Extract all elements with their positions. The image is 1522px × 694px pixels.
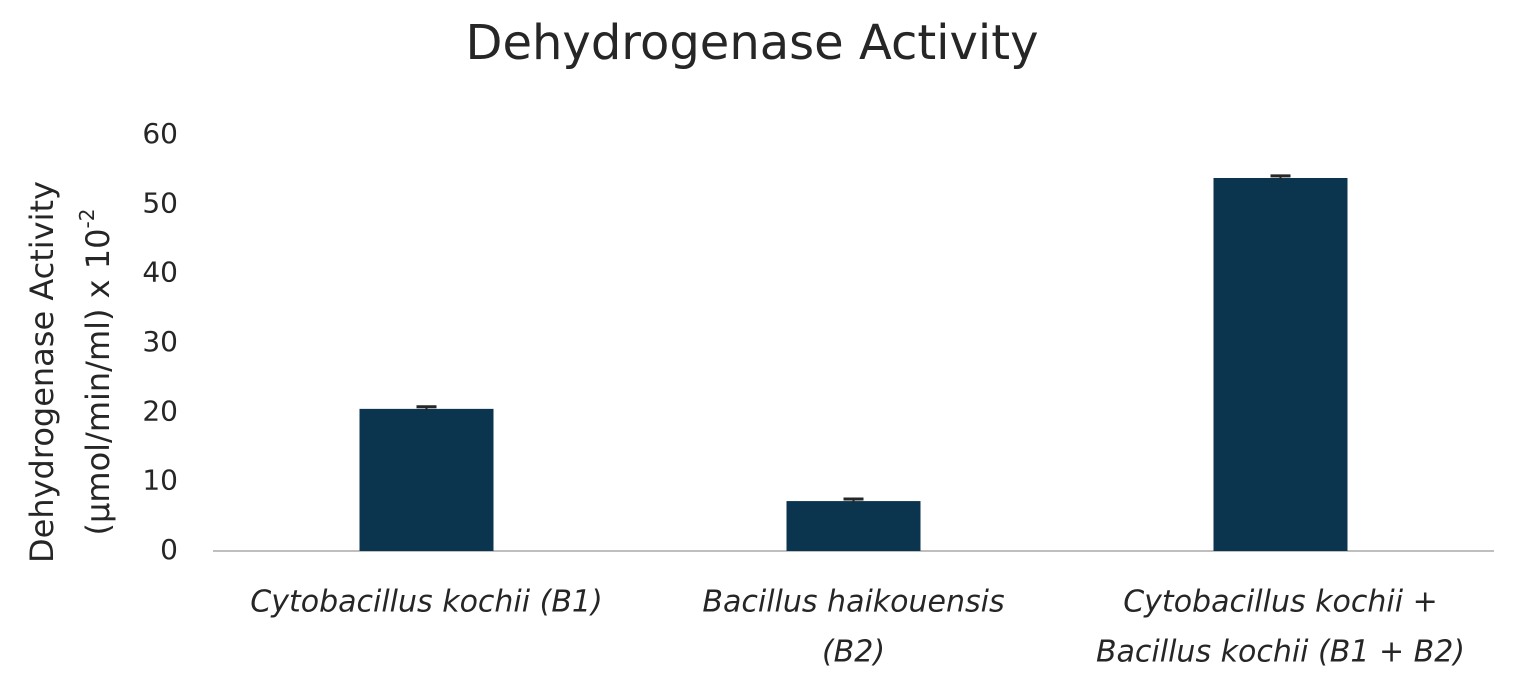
bar — [1213, 177, 1348, 551]
x-tick-label: (B2) — [822, 635, 885, 670]
y-tick-label: 10 — [142, 464, 178, 497]
bar — [359, 408, 494, 551]
x-tick-label: Cytobacillus kochii + — [1123, 585, 1438, 620]
y-tick-label: 0 — [160, 533, 178, 566]
x-tick-label: Bacillus kochii (B1 + B2) — [1096, 635, 1465, 670]
y-axis-label: Dehydrogenase Activity (µmol/min/ml) x 1… — [23, 181, 117, 563]
y-tick-label: 60 — [142, 117, 178, 150]
y-label-line: Dehydrogenase Activity — [23, 181, 61, 563]
x-tick-label: Bacillus haikouensis — [702, 585, 1004, 620]
y-tick-label: 20 — [142, 394, 178, 427]
y-tick-label: 50 — [142, 186, 178, 219]
y-label-text: (µmol/min/ml) x 10 — [79, 229, 117, 536]
y-tick-label: 30 — [142, 325, 178, 358]
bar — [786, 501, 921, 551]
y-label-line: (µmol/min/ml) x 10-2 — [75, 209, 118, 536]
y-label-superscript: -2 — [75, 209, 99, 229]
x-tick-label: Cytobacillus kochii (B1) — [250, 585, 602, 620]
y-tick-label: 40 — [142, 256, 178, 289]
chart-title: Dehydrogenase Activity — [466, 15, 1039, 71]
